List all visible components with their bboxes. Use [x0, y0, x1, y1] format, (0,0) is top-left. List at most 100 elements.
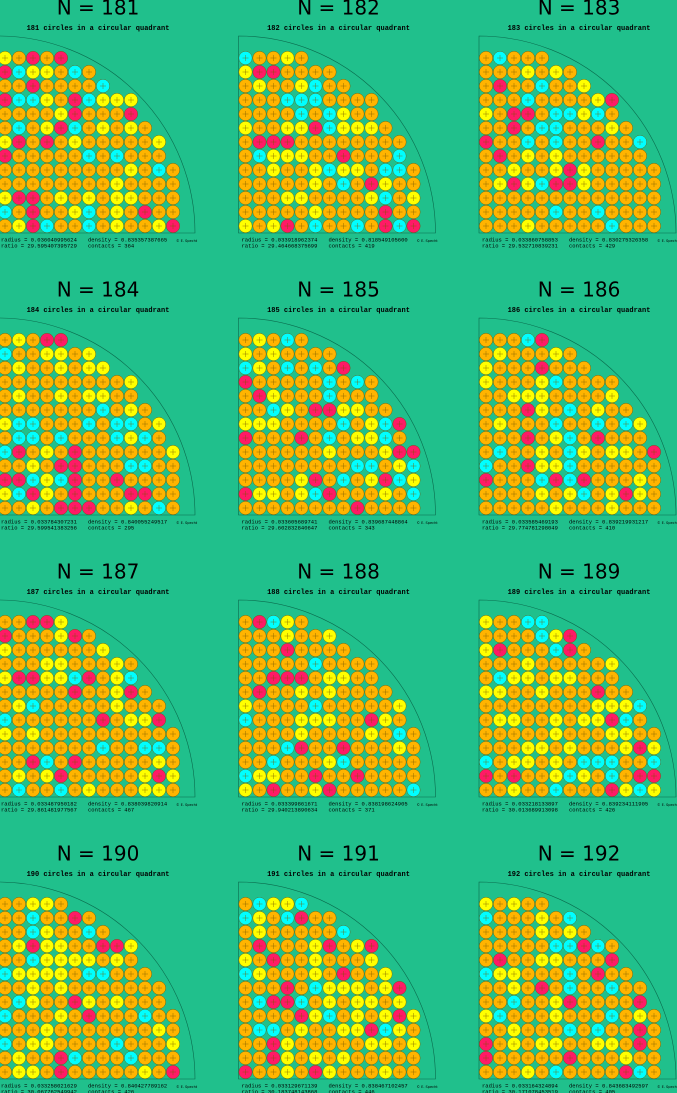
contact-mark: [86, 717, 92, 723]
contact-mark: [567, 421, 573, 427]
contact-mark: [72, 689, 78, 695]
contact-mark: [312, 83, 319, 89]
contact-mark: [340, 421, 347, 427]
contact-mark: [100, 1041, 106, 1047]
contact-mark: [142, 125, 148, 131]
contact-mark: [354, 223, 361, 229]
contact-mark: [483, 1069, 489, 1075]
radius-line: radius = 0.033918962374: [242, 236, 319, 243]
ratio-line: ratio = 30.171078453519: [482, 1088, 558, 1093]
contact-mark: [497, 209, 503, 215]
contact-mark: [581, 689, 587, 695]
contact-mark: [114, 787, 120, 793]
contact-mark: [553, 689, 559, 695]
contact-mark: [128, 421, 134, 427]
contact-mark: [581, 365, 587, 371]
contact-mark: [256, 505, 263, 511]
contact-mark: [256, 421, 263, 427]
contact-mark: [242, 661, 249, 667]
contact-mark: [396, 1027, 403, 1033]
ratio-line: ratio = 30.013689913098: [482, 806, 558, 813]
contact-mark: [525, 703, 531, 709]
contact-mark: [539, 167, 545, 173]
contact-mark: [623, 999, 629, 1005]
contact-mark: [410, 449, 417, 455]
contact-mark: [354, 689, 361, 695]
contact-mark: [128, 491, 134, 497]
contact-mark: [623, 1055, 629, 1061]
contact-mark: [2, 999, 8, 1005]
contact-mark: [16, 647, 22, 653]
contact-mark: [58, 731, 64, 737]
contact-mark: [553, 111, 559, 117]
contact-mark: [595, 505, 601, 511]
contact-mark: [312, 745, 319, 751]
contact-mark: [497, 703, 503, 709]
contact-mark: [539, 125, 545, 131]
contact-mark: [156, 1041, 162, 1047]
contact-mark: [581, 1041, 587, 1047]
contact-mark: [581, 209, 587, 215]
contact-mark: [553, 1041, 559, 1047]
contact-mark: [2, 957, 8, 963]
contact-mark: [382, 407, 389, 413]
contact-mark: [609, 181, 615, 187]
contact-mark: [100, 787, 106, 793]
contact-mark: [298, 111, 305, 117]
contact-mark: [581, 1027, 587, 1033]
quadrant: [238, 35, 436, 234]
contact-mark: [609, 435, 615, 441]
contact-mark: [511, 901, 517, 907]
contact-mark: [539, 773, 545, 779]
contact-mark: [86, 365, 92, 371]
contact-mark: [58, 125, 64, 131]
contact-mark: [44, 153, 50, 159]
contact-mark: [483, 703, 489, 709]
contact-mark: [58, 1069, 64, 1075]
contact-mark: [270, 181, 277, 187]
contact-mark: [497, 477, 503, 483]
contact-mark: [368, 477, 375, 483]
contact-mark: [58, 957, 64, 963]
contact-mark: [567, 1041, 573, 1047]
contact-mark: [354, 1041, 361, 1047]
contact-mark: [609, 717, 615, 723]
contact-mark: [497, 153, 503, 159]
contact-mark: [58, 787, 64, 793]
contact-mark: [44, 125, 50, 131]
contact-mark: [581, 985, 587, 991]
contact-mark: [525, 209, 531, 215]
contact-mark: [340, 929, 347, 935]
contact-mark: [298, 759, 305, 765]
contact-mark: [525, 1055, 531, 1061]
contact-mark: [298, 661, 305, 667]
contact-mark: [637, 717, 643, 723]
contact-mark: [72, 195, 78, 201]
contact-mark: [242, 55, 249, 61]
contact-mark: [86, 759, 92, 765]
contact-mark: [16, 449, 22, 455]
contact-mark: [142, 717, 148, 723]
contact-mark: [539, 407, 545, 413]
contact-mark: [637, 703, 643, 709]
contact-mark: [298, 393, 305, 399]
contact-mark: [100, 223, 106, 229]
contact-mark: [553, 491, 559, 497]
contact-mark: [567, 957, 573, 963]
contact-mark: [326, 731, 333, 737]
contact-mark: [72, 167, 78, 173]
contact-mark: [256, 351, 263, 357]
contact-mark: [623, 223, 629, 229]
contact-mark: [483, 999, 489, 1005]
panel-title: N = 187: [57, 560, 140, 584]
contacts-line: contacts = 429: [569, 242, 615, 249]
contact-mark: [58, 661, 64, 667]
contact-mark: [483, 689, 489, 695]
credit: © E. Specht: [657, 803, 677, 807]
contact-mark: [368, 435, 375, 441]
contact-mark: [609, 393, 615, 399]
contact-mark: [128, 1069, 134, 1075]
contact-mark: [16, 689, 22, 695]
contact-mark: [368, 421, 375, 427]
contact-mark: [497, 971, 503, 977]
